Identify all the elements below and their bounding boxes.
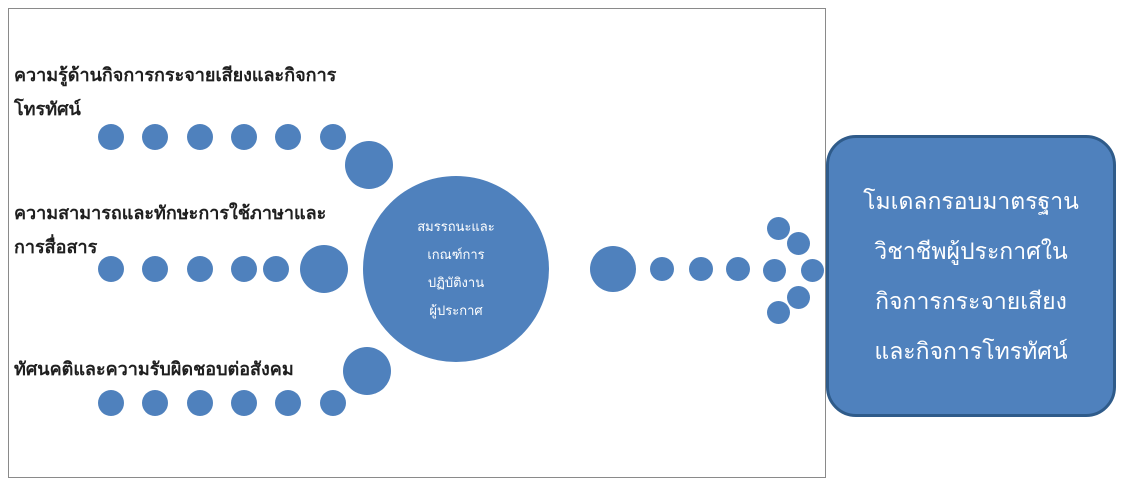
fan-dot — [767, 301, 790, 324]
output-dot — [650, 257, 674, 281]
flow-dot — [142, 390, 168, 416]
flow-dot — [187, 256, 213, 282]
fan-dot — [767, 217, 790, 240]
input-label-skills: ความสามารถและทักษะการใช้ภาษาและ การสื่อส… — [14, 203, 327, 257]
flow-dot — [98, 256, 124, 282]
result-model-text: โมเดลกรอบมาตรฐาน วิชาชีพผู้ประกาศใน กิจก… — [863, 188, 1079, 364]
flow-dot — [263, 256, 289, 282]
flow-dot — [98, 390, 124, 416]
flow-dot — [187, 124, 213, 150]
flow-dot — [320, 124, 346, 150]
flow-dot — [142, 124, 168, 150]
output-dot — [689, 257, 713, 281]
output-dot-large — [590, 246, 636, 292]
flow-dot-large — [345, 141, 393, 189]
flow-dot — [98, 124, 124, 150]
flow-dot — [275, 124, 301, 150]
flow-dot — [231, 390, 257, 416]
flow-dot — [231, 124, 257, 150]
fan-dot — [787, 286, 810, 309]
input-label-knowledge: ความรู้ด้านกิจการกระจายเสียงและกิจการ โท… — [14, 65, 337, 119]
flow-dot — [320, 390, 346, 416]
flow-dot — [275, 390, 301, 416]
fan-dot — [801, 259, 824, 282]
flow-dot-large — [343, 347, 391, 395]
center-node-text: สมรรถนะและ เกณฑ์การ ปฏิบัติงาน ผู้ประกาศ — [417, 219, 495, 318]
output-dot — [726, 257, 750, 281]
fan-dot — [763, 259, 786, 282]
result-model-box: โมเดลกรอบมาตรฐาน วิชาชีพผู้ประกาศใน กิจก… — [826, 135, 1116, 417]
flow-dot — [142, 256, 168, 282]
center-competency-node: สมรรถนะและ เกณฑ์การ ปฏิบัติงาน ผู้ประกาศ — [363, 176, 549, 362]
input-label-attitude: ทัศนคติและความรับผิดชอบต่อสังคม — [14, 359, 294, 379]
fan-dot — [787, 232, 810, 255]
flow-dot — [187, 390, 213, 416]
flow-dot — [231, 256, 257, 282]
flow-dot-large — [300, 245, 348, 293]
